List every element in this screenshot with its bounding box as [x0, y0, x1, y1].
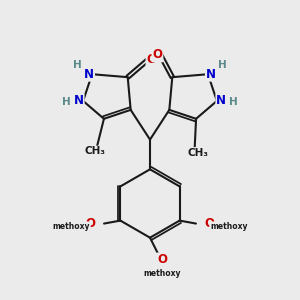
Text: H: H — [62, 98, 71, 107]
Text: CH₃: CH₃ — [187, 148, 208, 158]
Text: O: O — [204, 217, 214, 230]
Text: O: O — [146, 53, 157, 66]
Text: H: H — [73, 60, 82, 70]
Text: O: O — [152, 48, 162, 62]
Text: N: N — [216, 94, 226, 107]
Text: N: N — [206, 68, 216, 81]
Text: N: N — [84, 68, 94, 81]
Text: methoxy: methoxy — [143, 269, 181, 278]
Text: methoxy: methoxy — [52, 222, 90, 231]
Text: H: H — [229, 98, 238, 107]
Text: O: O — [157, 254, 167, 266]
Text: O: O — [86, 217, 96, 230]
Text: H: H — [218, 60, 227, 70]
Text: methoxy: methoxy — [210, 222, 248, 231]
Text: CH₃: CH₃ — [85, 146, 106, 157]
Text: N: N — [74, 94, 84, 107]
